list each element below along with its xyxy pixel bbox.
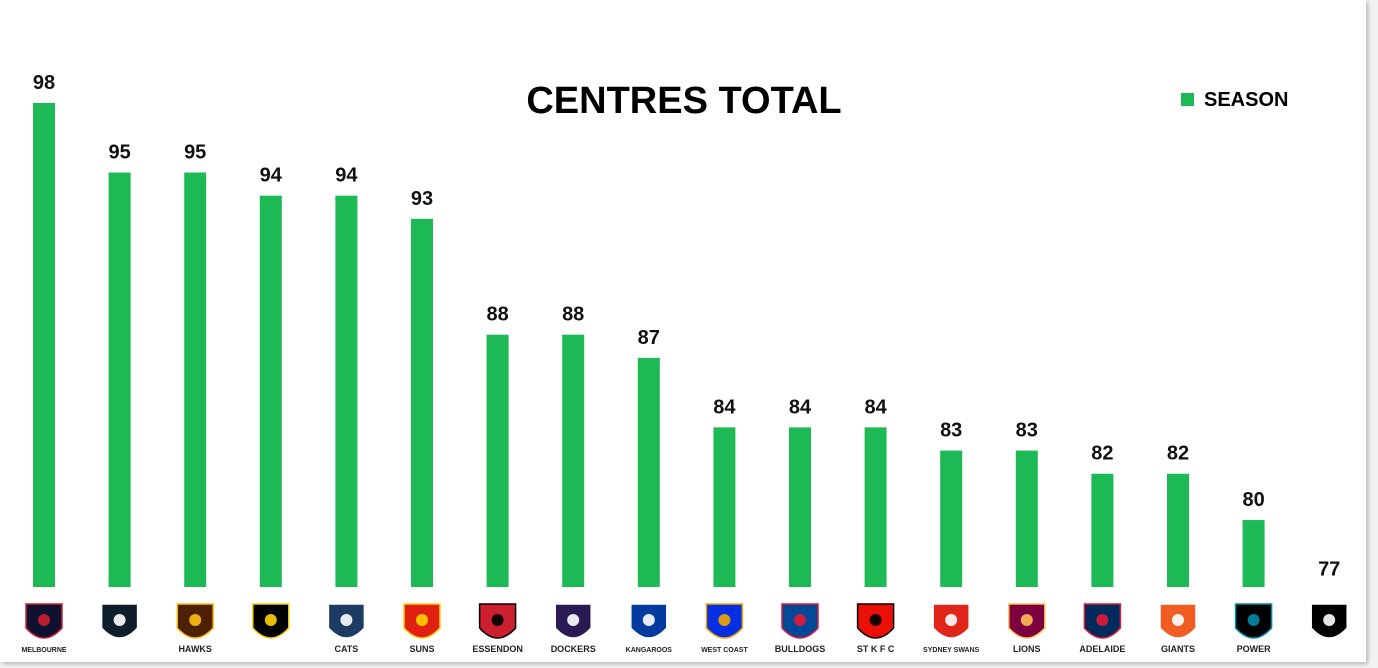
bar-richmond: [259, 195, 282, 587]
bar-st-kilda: [864, 427, 887, 587]
collingwood-magpies-logo: [1310, 603, 1348, 639]
western-bulldogs-logo: BULLDOGS: [775, 603, 826, 654]
gold-coast-suns-logo: SUNS: [403, 603, 441, 654]
st-kilda-saints-logo: ST K F C: [857, 603, 895, 654]
logo-text-adelaide: ADELAIDE: [1079, 644, 1125, 654]
data-label-port-adelaide: 80: [1242, 489, 1264, 511]
data-label-melbourne: 98: [33, 72, 55, 94]
logo-text-port-adelaide: POWER: [1237, 644, 1272, 654]
bar-fremantle: [562, 334, 585, 587]
logo-text-geelong: CATS: [334, 644, 358, 654]
data-label-adelaide: 82: [1091, 443, 1113, 465]
data-label-essendon: 88: [486, 304, 508, 326]
legend: SEASON: [1181, 89, 1288, 111]
adelaide-crows-logo: ADELAIDE: [1079, 603, 1125, 654]
logo-text-west-coast: WEST COAST: [701, 647, 748, 654]
legend-swatch-season: [1181, 93, 1194, 106]
north-melbourne-kangaroos-logo: KANGAROOS: [626, 603, 673, 654]
bar-gws: [1167, 473, 1189, 587]
hawthorn-hawks-logo: HAWKS: [176, 603, 214, 654]
logo-text-essendon: ESSENDON: [472, 644, 523, 654]
bar-brisbane: [1015, 450, 1038, 587]
bar-melbourne: [33, 103, 55, 587]
logo-text-hawthorn: HAWKS: [178, 644, 212, 654]
data-label-carlton: 95: [108, 142, 130, 164]
bar-hawthorn: [184, 172, 207, 587]
chart-title: CENTRES TOTAL: [526, 80, 841, 122]
data-label-st-kilda: 84: [864, 396, 887, 418]
data-label-fremantle: 88: [562, 304, 584, 326]
data-label-gold-coast: 93: [411, 188, 433, 210]
carlton-blues-logo: [100, 603, 139, 639]
melbourne-demons-logo: MELBOURNE: [21, 603, 67, 654]
logo-text-gold-coast: SUNS: [409, 644, 434, 654]
gws-giants-logo: GIANTS: [1159, 603, 1197, 654]
richmond-tigers-logo: [252, 603, 290, 639]
logo-text-north-melbourne: KANGAROOS: [626, 647, 673, 654]
bars: [33, 103, 1265, 587]
bar-west-coast: [713, 427, 736, 587]
sydney-swans-logo: SYDNEY SWANS: [923, 603, 980, 654]
bar-sydney: [940, 450, 963, 587]
logo-text-sydney: SYDNEY SWANS: [923, 647, 980, 654]
bar-port-adelaide: [1242, 520, 1265, 587]
data-label-north-melbourne: 87: [638, 327, 660, 349]
data-label-gws: 82: [1167, 443, 1189, 465]
data-label-sydney: 83: [940, 420, 962, 442]
logo-text-gws: GIANTS: [1161, 644, 1195, 654]
data-label-richmond: 94: [260, 165, 283, 187]
geelong-cats-logo: CATS: [327, 603, 366, 654]
bar-adelaide: [1091, 473, 1114, 587]
bar-carlton: [108, 172, 131, 587]
data-label-collingwood: 77: [1318, 559, 1340, 581]
logo-text-brisbane: LIONS: [1013, 644, 1041, 654]
bar-north-melbourne: [637, 357, 660, 587]
logo-text-fremantle: DOCKERS: [551, 644, 596, 654]
fremantle-dockers-logo: DOCKERS: [551, 603, 596, 654]
logo-text-melbourne: MELBOURNE: [21, 647, 66, 654]
essendon-bombers-logo: ESSENDON: [472, 603, 523, 654]
data-label-geelong: 94: [335, 165, 358, 187]
data-label-hawthorn: 95: [184, 142, 206, 164]
logo-text-western-bulldogs: BULLDOGS: [775, 644, 826, 654]
bar-western-bulldogs: [789, 427, 811, 587]
port-adelaide-power-logo: POWER: [1234, 603, 1273, 654]
logo-text-st-kilda: ST K F C: [857, 644, 895, 654]
data-label-west-coast: 84: [713, 396, 736, 418]
bar-essendon: [486, 334, 509, 587]
team-logos: MELBOURNE HAWKS CATS SUNS ESSENDON DOCKERS KAN…: [21, 603, 1348, 654]
data-label-western-bulldogs: 84: [789, 396, 812, 418]
brisbane-lions-logo: LIONS: [1008, 603, 1046, 654]
west-coast-eagles-logo: WEST COAST: [701, 603, 748, 654]
bar-gold-coast: [411, 218, 433, 587]
data-labels: 98 95 95 94 94 93 88 88 87 84 84 84 83 83 82 82 80 77: [33, 72, 1340, 581]
data-label-brisbane: 83: [1016, 420, 1038, 442]
legend-label-season: SEASON: [1204, 89, 1288, 111]
bar-geelong: [335, 195, 358, 587]
